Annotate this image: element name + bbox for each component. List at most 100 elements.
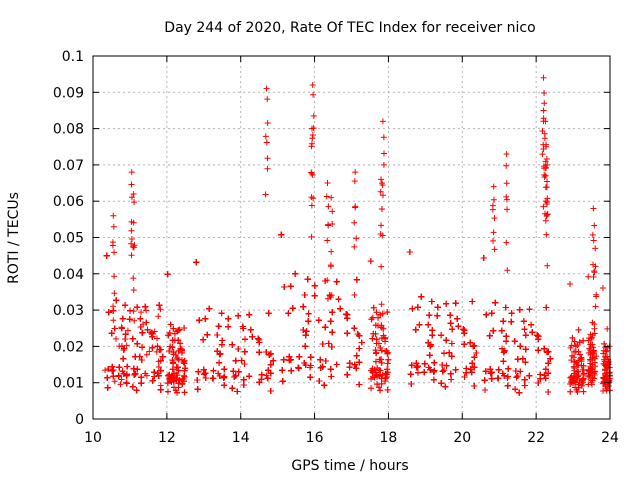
- data-point: [206, 306, 212, 312]
- data-point: [471, 383, 477, 389]
- data-point: [334, 362, 340, 368]
- data-point: [326, 341, 332, 347]
- data-point: [239, 358, 245, 364]
- data-point: [130, 384, 136, 390]
- data-point: [483, 312, 489, 318]
- data-point: [322, 324, 328, 330]
- data-point: [281, 357, 287, 363]
- data-point: [241, 377, 247, 383]
- data-point: [512, 386, 518, 392]
- data-point: [471, 343, 477, 349]
- data-point: [268, 388, 274, 394]
- data-point: [221, 374, 227, 380]
- data-point: [453, 367, 459, 373]
- data-point: [429, 327, 435, 333]
- data-point: [495, 375, 501, 381]
- data-point: [266, 352, 272, 358]
- data-point: [308, 354, 314, 360]
- data-point: [130, 336, 136, 342]
- data-point: [408, 371, 414, 377]
- data-point: [508, 319, 514, 325]
- data-point: [523, 346, 529, 352]
- data-point: [236, 369, 242, 375]
- data-point: [113, 297, 119, 303]
- data-point: [119, 376, 125, 382]
- data-point: [449, 326, 455, 332]
- data-point: [469, 298, 475, 304]
- data-point: [359, 339, 365, 345]
- data-point: [526, 373, 532, 379]
- grid: [93, 56, 610, 419]
- data-point: [201, 371, 207, 377]
- data-point: [438, 332, 444, 338]
- data-point: [505, 366, 511, 372]
- data-point: [142, 304, 148, 310]
- data-point: [300, 304, 306, 310]
- data-point: [166, 348, 172, 354]
- data-point: [344, 330, 350, 336]
- data-point: [300, 327, 306, 333]
- data-point: [379, 348, 385, 354]
- data-point: [112, 325, 118, 331]
- data-point: [193, 259, 199, 265]
- data-point: [384, 366, 390, 372]
- data-point: [182, 389, 188, 395]
- data-point: [434, 313, 440, 319]
- data-point: [165, 271, 171, 277]
- data-point: [112, 378, 118, 384]
- data-point: [317, 357, 323, 363]
- data-point: [356, 346, 362, 352]
- data-point: [431, 377, 437, 383]
- data-point: [489, 310, 495, 316]
- data-point: [106, 309, 112, 315]
- data-point: [425, 322, 431, 328]
- data-point: [545, 389, 551, 395]
- data-point: [281, 284, 287, 290]
- data-point: [440, 368, 446, 374]
- data-point: [512, 338, 518, 344]
- data-point: [305, 318, 311, 324]
- data-point: [256, 349, 262, 355]
- data-point: [288, 368, 294, 374]
- data-point: [296, 354, 302, 360]
- data-point: [489, 369, 495, 375]
- data-point: [265, 375, 271, 381]
- data-point: [149, 330, 155, 336]
- data-point: [415, 363, 421, 369]
- data-point: [234, 389, 240, 395]
- data-point: [235, 313, 241, 319]
- data-point: [155, 313, 161, 319]
- data-point: [415, 304, 421, 310]
- data-point: [219, 338, 225, 344]
- data-point: [216, 360, 222, 366]
- data-point: [431, 360, 437, 366]
- data-point: [131, 318, 137, 324]
- data-point: [158, 387, 164, 393]
- data-point: [312, 293, 318, 299]
- data-point: [431, 368, 437, 374]
- data-point: [151, 369, 157, 375]
- data-point: [241, 382, 247, 388]
- data-point: [113, 336, 119, 342]
- data-point: [408, 381, 414, 387]
- data-point: [453, 300, 459, 306]
- data-point: [443, 337, 449, 343]
- data-point: [385, 361, 391, 367]
- data-point: [344, 312, 350, 318]
- data-point: [337, 306, 343, 312]
- data-point: [521, 318, 527, 324]
- data-point: [528, 322, 534, 328]
- data-point: [448, 320, 454, 326]
- data-point: [328, 318, 334, 324]
- data-point: [443, 301, 449, 307]
- data-point: [138, 380, 144, 386]
- data-point: [304, 328, 310, 334]
- data-point: [288, 283, 294, 289]
- data-point: [221, 366, 227, 372]
- data-point: [467, 340, 473, 346]
- data-point: [460, 326, 466, 332]
- data-point: [517, 343, 523, 349]
- data-point: [138, 374, 144, 380]
- data-point: [481, 255, 487, 261]
